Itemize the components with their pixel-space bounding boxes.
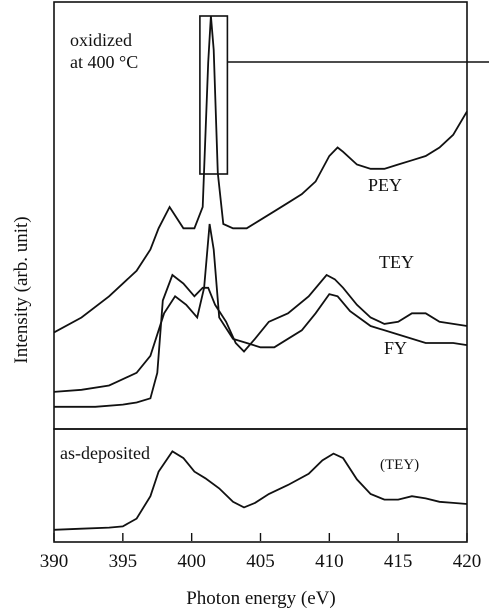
x-tick-label: 405	[246, 551, 275, 572]
x-tick-label: 390	[40, 551, 69, 572]
top-panel-annotation-line-1: oxidized	[70, 30, 132, 50]
x-tick-label: 420	[453, 551, 482, 572]
highlight-box	[199, 15, 229, 175]
x-tick-label: 415	[384, 551, 413, 572]
series-label-fy: FY	[384, 338, 407, 358]
bottom-panel: as-deposited (TEY)	[53, 428, 468, 543]
x-axis-label: Photon energy (eV)	[186, 588, 336, 609]
series-label-tey: TEY	[379, 252, 414, 272]
series-label-tey-as-deposited: (TEY)	[380, 457, 419, 473]
top-panel: oxidized at 400 °C PEY TEY FY	[53, 1, 489, 430]
series-line-pey	[53, 15, 468, 334]
x-axis-ticks: 390 395 400 405 410 415 420	[40, 533, 482, 572]
x-tick-label: 400	[177, 551, 206, 572]
top-panel-annotation-line-2: at 400 °C	[70, 52, 138, 72]
series-label-pey: PEY	[368, 175, 402, 195]
series-line-tey	[53, 223, 468, 393]
x-tick-label: 410	[315, 551, 344, 572]
y-axis-label: Intensity (arb. unit)	[11, 216, 32, 363]
bottom-panel-frame	[53, 428, 468, 543]
series-line-fy	[54, 273, 468, 408]
bottom-panel-annotation: as-deposited	[60, 443, 150, 463]
series-line-tey-as-deposited	[53, 450, 468, 531]
x-tick-label: 395	[109, 551, 138, 572]
